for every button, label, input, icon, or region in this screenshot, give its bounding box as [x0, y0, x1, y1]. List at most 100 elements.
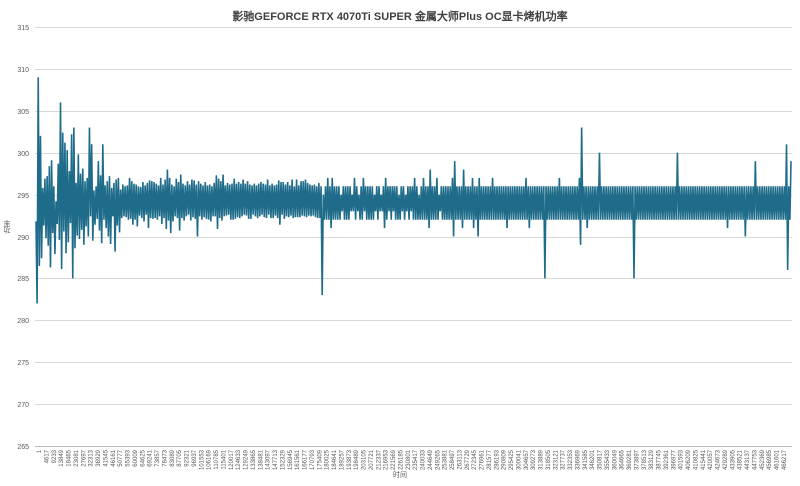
- series-line: [35, 77, 792, 304]
- x-tick-label: 244649: [428, 449, 434, 470]
- x-tick-label: 438521: [738, 449, 744, 470]
- x-tick-label: 387745: [657, 449, 663, 470]
- x-tick-label: 327737: [561, 449, 567, 470]
- x-tick-label: 216953: [384, 449, 390, 470]
- gridlines: [35, 27, 792, 447]
- x-tick-label: 115401: [221, 449, 227, 469]
- x-tick-label: 143097: [266, 449, 272, 470]
- x-tick-label: 60009: [133, 449, 139, 466]
- x-tick-label: 443137: [745, 449, 751, 470]
- x-tick-label: 355433: [605, 449, 611, 470]
- x-tick-label: 313889: [539, 449, 545, 470]
- x-tick-label: 336969: [576, 449, 582, 470]
- x-tick-label: 346201: [590, 449, 596, 470]
- y-tick-label: 290: [17, 235, 29, 242]
- x-tick-label: 323121: [553, 449, 559, 470]
- x-tick-label: 424673: [716, 449, 722, 470]
- x-tick-label: 36929: [96, 449, 102, 466]
- x-tick-label: 41545: [103, 449, 109, 466]
- x-tick-label: 235417: [413, 449, 419, 470]
- x-tick-label: 18465: [67, 449, 73, 466]
- x-tick-label: 360049: [612, 449, 618, 470]
- y-tick-label: 300: [17, 151, 29, 158]
- x-tick-label: 32313: [89, 449, 95, 466]
- x-tick-label: 180025: [325, 449, 331, 470]
- x-tick-label: 1: [37, 449, 43, 453]
- x-tick-label: 230801: [406, 449, 412, 470]
- x-tick-label: 392361: [664, 449, 670, 470]
- chart-title: 影驰GEFORCE RTX 4070Ti SUPER 金属大师Plus OC显卡…: [232, 11, 568, 23]
- y-tick-label: 285: [17, 276, 29, 283]
- y-tick-label: 265: [17, 444, 29, 451]
- x-tick-label: 452369: [760, 449, 766, 470]
- x-tick-label: 106169: [207, 449, 213, 470]
- x-tick-label: 383129: [649, 449, 655, 470]
- x-tick-label: 429289: [723, 449, 729, 470]
- x-tick-label: 64625: [140, 449, 146, 466]
- x-tick-label: 350817: [598, 449, 604, 470]
- y-tick-label: 275: [17, 360, 29, 367]
- x-tick-label: 46161: [111, 449, 117, 466]
- x-tick-label: 55393: [126, 449, 132, 466]
- x-tick-label: 267729: [465, 449, 471, 470]
- x-tick-label: 156945: [288, 449, 294, 470]
- x-tick-label: 272345: [472, 449, 478, 470]
- x-tick-label: 290809: [502, 449, 508, 470]
- y-tick-label: 315: [17, 25, 29, 32]
- x-tick-label: 415441: [701, 449, 707, 470]
- x-tick-label: 161561: [295, 449, 301, 470]
- x-tick-label: 396977: [671, 449, 677, 470]
- y-tick-label: 305: [17, 109, 29, 116]
- x-tick-label: 221569: [391, 449, 397, 470]
- x-tick-label: 110785: [214, 449, 220, 469]
- x-tick-label: 433905: [730, 449, 736, 470]
- x-tick-label: 456985: [767, 449, 773, 470]
- x-tick-label: 13849: [59, 449, 65, 466]
- x-tick-label: 253881: [443, 449, 449, 470]
- x-tick-label: 175409: [317, 449, 323, 470]
- x-tick-label: 207721: [369, 449, 375, 470]
- x-tick-label: 240033: [421, 449, 427, 470]
- x-tick-label: 420057: [708, 449, 714, 470]
- x-tick-label: 461601: [775, 449, 781, 470]
- x-tick-label: 87705: [177, 449, 183, 466]
- x-tick-label: 170793: [310, 449, 316, 470]
- x-tick-label: 4617: [44, 449, 50, 463]
- x-tick-label: 120017: [229, 449, 235, 470]
- x-tick-label: 124633: [236, 449, 242, 470]
- x-tick-label: 258497: [450, 449, 456, 470]
- x-tick-label: 466217: [782, 449, 788, 470]
- x-tick-label: 189257: [339, 449, 345, 470]
- x-tick-label: 401593: [679, 449, 685, 470]
- x-tick-label: 373897: [635, 449, 641, 470]
- x-tick-label: 152329: [280, 449, 286, 470]
- x-tick-label: 263113: [457, 449, 463, 469]
- x-tick-label: 341585: [583, 449, 589, 470]
- x-tick-label: 378513: [642, 449, 648, 470]
- x-tick-label: 138481: [258, 449, 264, 470]
- x-tick-label: 212337: [376, 449, 382, 470]
- x-tick-label: 281577: [487, 449, 493, 470]
- x-tick-label: 78473: [162, 449, 168, 466]
- x-tick-label: 96937: [192, 449, 198, 466]
- x-tick-label: 295425: [509, 449, 515, 470]
- x-tick-label: 83089: [170, 449, 176, 466]
- x-tick-label: 226185: [398, 449, 404, 470]
- x-tick-label: 364665: [620, 449, 626, 470]
- x-tick-label: 447753: [753, 449, 759, 470]
- x-tick-label: 166177: [303, 449, 309, 470]
- x-tick-label: 193873: [347, 449, 353, 470]
- y-tick-labels: 265 270 275 280 285 290 295 300 305 310 315: [17, 25, 29, 451]
- x-tick-label: 300041: [517, 449, 523, 470]
- x-tick-label: 406209: [686, 449, 692, 470]
- x-tick-label: 410825: [694, 449, 700, 470]
- x-tick-label: 184641: [332, 449, 338, 470]
- x-tick-label: 249265: [435, 449, 441, 470]
- x-tick-label: 129249: [244, 449, 250, 470]
- x-tick-label: 9233: [52, 449, 58, 463]
- x-tick-label: 23081: [74, 449, 80, 466]
- x-tick-label: 73857: [155, 449, 161, 466]
- y-tick-label: 310: [17, 67, 29, 74]
